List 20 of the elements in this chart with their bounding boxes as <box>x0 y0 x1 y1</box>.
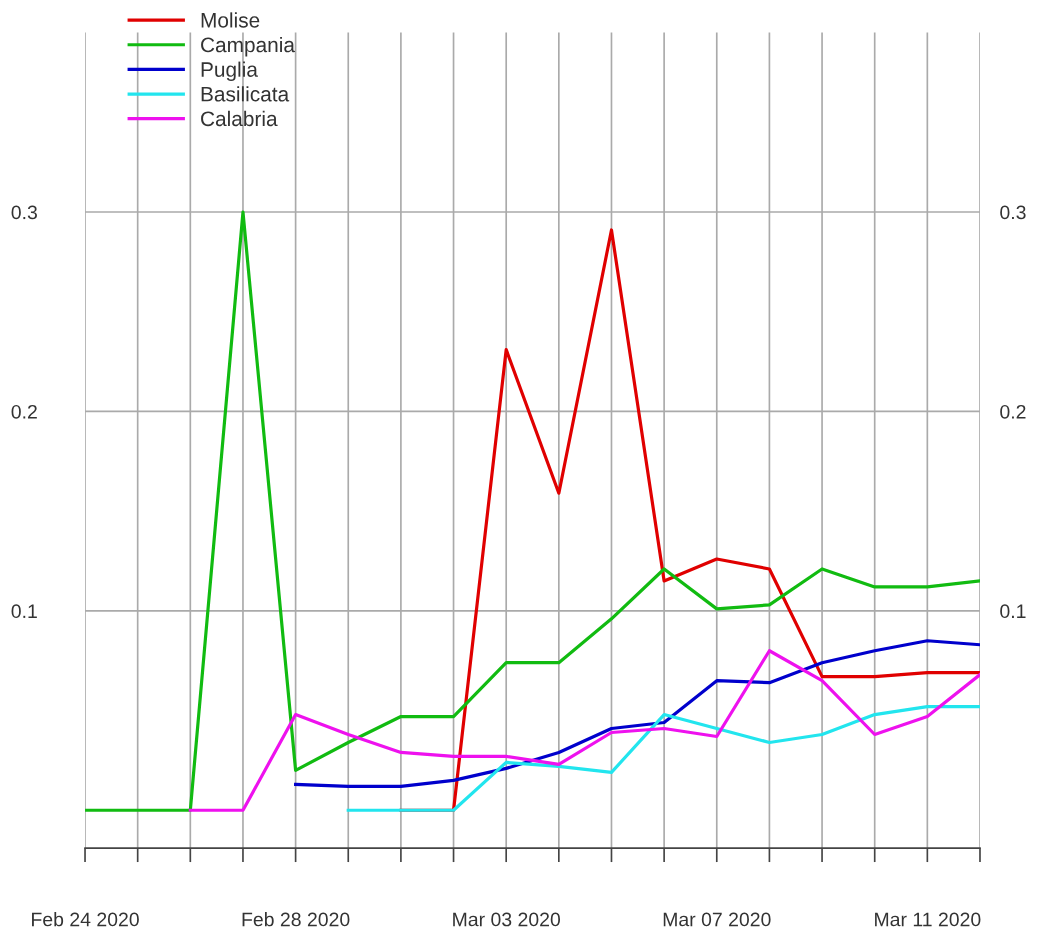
legend-label: Campania <box>201 36 295 57</box>
line-series <box>85 210 980 812</box>
x-tick-label: Mar 11 2020 <box>875 912 981 927</box>
line-series <box>294 639 980 788</box>
y-tick-label: 0.2 <box>11 404 37 419</box>
x-tick-label: Mar 03 2020 <box>453 912 561 927</box>
x-tick-label: Feb 28 2020 <box>242 912 350 927</box>
line-series <box>346 704 980 812</box>
legend-label: Calabria <box>201 110 278 127</box>
legend-label: Basilicata <box>201 86 290 102</box>
y-tick-label: 0.1 <box>11 604 37 619</box>
legend-label: Molise <box>201 12 260 28</box>
x-tick-label: Mar 07 2020 <box>663 912 771 927</box>
legend-label: Puglia <box>201 61 258 82</box>
y-tick-label: 0.3 <box>11 205 37 220</box>
y2-tick-label: 0.2 <box>1000 404 1026 419</box>
x-tick-label: Feb 24 2020 <box>32 912 139 927</box>
line-series <box>188 649 980 812</box>
y2-tick-label: 0.3 <box>1000 205 1026 220</box>
y2-tick-label: 0.1 <box>1000 604 1026 619</box>
